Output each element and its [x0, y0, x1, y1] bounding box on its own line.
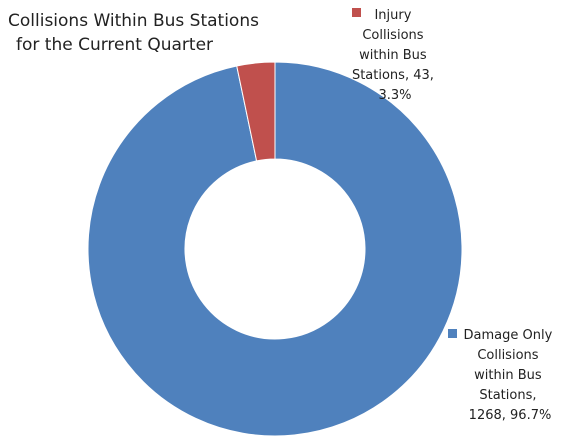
donut-slices [87, 61, 463, 436]
data-label-damage-only: Damage Only Collisions within Bus Statio… [448, 328, 557, 423]
slice-injury[interactable] [236, 61, 276, 162]
chart-title-line-1: Collisions Within Bus Stations [8, 11, 259, 31]
data-label-injury: Injury Collisions within Bus Stations, 4… [352, 8, 438, 103]
slice-damage-only[interactable] [87, 61, 463, 436]
injury-label-line-1: Injury [374, 8, 411, 23]
damage-label-line-5: 1268, 96.7% [469, 408, 552, 423]
injury-label-line-4: Stations, 43, [352, 68, 434, 83]
chart-title-line-2: for the Current Quarter [16, 35, 213, 55]
data-label-injury-text: Injury Collisions within Bus Stations, 4… [352, 8, 438, 103]
damage-label-line-4: Stations, [479, 388, 536, 403]
data-label-damage-only-text: Damage Only Collisions within Bus Statio… [464, 328, 557, 423]
damage-label-line-1: Damage Only [464, 328, 553, 343]
damage-label-line-2: Collisions [477, 348, 538, 363]
injury-label-line-3: within Bus [359, 48, 427, 63]
injury-label-line-2: Collisions [362, 28, 423, 43]
legend-marker-damage-only [448, 329, 457, 338]
damage-label-line-3: within Bus [474, 368, 542, 383]
chart-title: Collisions Within Bus Stations for the C… [8, 11, 264, 55]
injury-label-line-5: 3.3% [378, 88, 411, 103]
legend-marker-injury [352, 8, 361, 17]
